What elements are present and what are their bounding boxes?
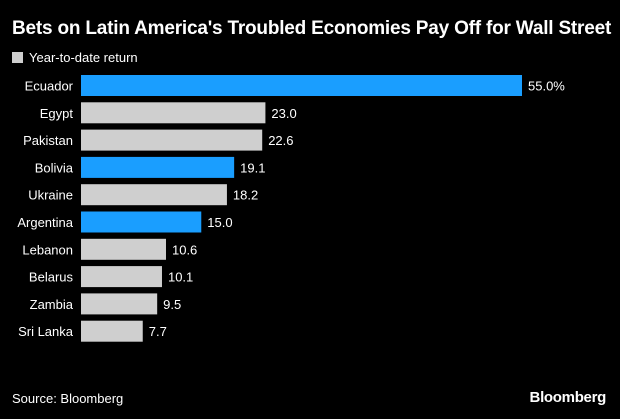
value-label-pakistan: 22.6 <box>268 133 293 148</box>
value-label-ukraine: 18.2 <box>233 188 258 203</box>
value-label-lebanon: 10.6 <box>172 242 197 257</box>
category-label-pakistan: Pakistan <box>23 133 73 148</box>
value-label-argentina: 15.0 <box>207 215 232 230</box>
bar-argentina <box>81 211 202 233</box>
value-label-ecuador: 55.0% <box>528 79 565 94</box>
legend: Year-to-date return <box>12 50 138 65</box>
value-label-belarus: 10.1 <box>168 270 193 285</box>
value-label-sri-lanka: 7.7 <box>149 324 167 339</box>
source-note: Source: Bloomberg <box>12 391 124 406</box>
category-label-lebanon: Lebanon <box>22 242 73 257</box>
chart-title: Bets on Latin America's Troubled Economi… <box>12 18 612 39</box>
category-label-belarus: Belarus <box>29 270 74 285</box>
bar-ecuador <box>81 75 522 96</box>
category-label-sri-lanka: Sri Lanka <box>18 324 74 339</box>
bar-egypt <box>81 102 266 124</box>
bar-zambia <box>81 293 158 315</box>
bar-bolivia <box>81 156 235 178</box>
bar-lebanon <box>81 238 166 260</box>
legend-swatch <box>12 52 23 63</box>
category-label-ecuador: Ecuador <box>25 79 74 94</box>
bar-pakistan <box>81 129 263 151</box>
legend-label: Year-to-date return <box>29 50 138 65</box>
category-label-argentina: Argentina <box>17 215 73 230</box>
bar-sri-lanka <box>81 320 143 342</box>
value-label-bolivia: 19.1 <box>240 160 265 175</box>
bar-belarus <box>81 266 162 288</box>
category-label-egypt: Egypt <box>40 106 74 121</box>
category-label-zambia: Zambia <box>30 297 74 312</box>
value-label-egypt: 23.0 <box>271 106 296 121</box>
value-label-zambia: 9.5 <box>163 297 181 312</box>
bar-ukraine <box>81 184 227 206</box>
category-label-ukraine: Ukraine <box>28 188 73 203</box>
bloomberg-logo: Bloomberg <box>529 389 607 406</box>
category-label-bolivia: Bolivia <box>35 160 74 175</box>
